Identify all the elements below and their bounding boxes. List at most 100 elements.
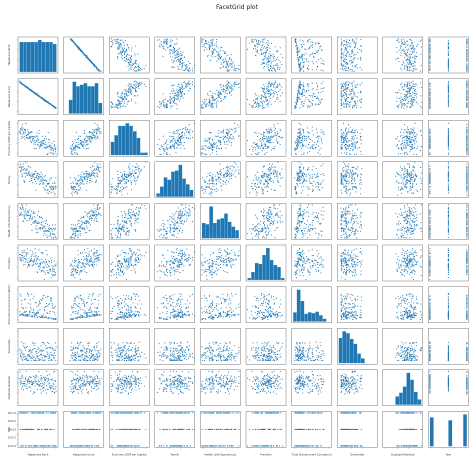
scatter-point	[137, 95, 139, 97]
scatter-point	[348, 60, 350, 63]
scatter-point	[266, 88, 268, 90]
scatter-point	[238, 135, 240, 137]
scatter-point	[78, 147, 80, 149]
scatter-point	[408, 144, 410, 146]
scatter-point	[341, 90, 343, 93]
scatter-point	[215, 44, 217, 46]
scatter-point	[112, 40, 114, 42]
scatter-point	[174, 142, 176, 144]
scatter-point	[411, 85, 413, 87]
scatter-point	[238, 86, 240, 88]
scatter-point	[92, 129, 94, 131]
scatter-point	[159, 103, 161, 105]
scatter-point	[404, 56, 406, 58]
scatter-point	[206, 153, 208, 155]
scatter-point	[211, 178, 213, 180]
scatter-point	[226, 179, 228, 181]
scatter-point	[410, 44, 412, 46]
scatter-point	[307, 143, 309, 146]
scatter-point	[260, 140, 262, 142]
scatter-point	[44, 100, 46, 102]
scatter-point	[341, 52, 343, 54]
scatter-point	[298, 63, 300, 65]
scatter-point	[353, 93, 355, 95]
scatter-point	[281, 168, 283, 170]
scatter-point	[413, 127, 415, 129]
scatter-point	[211, 104, 213, 106]
scatter-point	[78, 183, 80, 185]
scatter-point	[303, 86, 305, 88]
scatter-point	[357, 141, 359, 143]
scatter-point	[179, 89, 181, 91]
scatter-point	[181, 64, 183, 66]
scatter-point	[219, 49, 222, 51]
scatter-point	[413, 67, 415, 70]
scatter-point	[186, 65, 188, 67]
scatter-point	[345, 137, 347, 139]
scatter-point	[409, 66, 411, 68]
scatter-point	[405, 59, 407, 61]
scatter-point	[72, 188, 74, 191]
scatter-point	[28, 165, 30, 167]
scatter-point	[267, 69, 269, 71]
scatter-point	[344, 44, 346, 46]
scatter-point	[123, 105, 125, 107]
scatter-point	[71, 141, 73, 143]
scatter-point	[257, 43, 259, 45]
scatter-point	[209, 172, 211, 174]
scatter-point	[140, 67, 142, 70]
scatter-point	[315, 167, 317, 170]
scatter-point	[234, 85, 236, 88]
scatter-point	[343, 40, 345, 42]
scatter-point	[45, 100, 48, 102]
scatter-point	[447, 122, 449, 124]
scatter-point	[203, 179, 205, 181]
scatter-point	[123, 49, 125, 51]
scatter-point	[25, 161, 27, 163]
scatter-point	[117, 108, 119, 110]
scatter-point	[344, 40, 346, 42]
scatter-point	[351, 98, 353, 100]
scatter-point	[27, 131, 29, 133]
scatter-point	[406, 106, 408, 108]
scatter-point	[81, 178, 83, 180]
scatter-point	[128, 168, 130, 170]
scatter-point	[301, 54, 303, 56]
scatter-point	[226, 143, 228, 145]
scatter-point	[275, 138, 277, 140]
scatter-point	[412, 70, 414, 72]
scatter-point	[176, 147, 178, 149]
scatter-point	[224, 136, 227, 138]
scatter-point	[419, 70, 421, 72]
scatter-point	[266, 42, 268, 44]
scatter-point	[407, 44, 409, 46]
scatter-point	[345, 134, 347, 136]
scatter-point	[214, 188, 216, 191]
scatter-point	[235, 169, 237, 171]
scatter-point	[87, 177, 89, 179]
scatter-point	[429, 38, 431, 40]
scatter-point	[164, 148, 166, 150]
scatter-point	[263, 135, 265, 137]
scatter-point	[81, 179, 83, 182]
scatter-point	[279, 136, 281, 139]
scatter-point	[401, 82, 403, 84]
scatter-point	[275, 50, 277, 52]
scatter-point	[346, 140, 348, 142]
scatter-point	[412, 101, 414, 103]
scatter-point	[408, 54, 410, 56]
scatter-point	[39, 141, 41, 143]
panel-frame	[337, 36, 378, 74]
scatter-point	[466, 51, 468, 53]
scatter-point	[119, 107, 121, 109]
scatter-point	[267, 175, 269, 178]
scatter-point	[412, 50, 414, 52]
scatter-point	[226, 168, 228, 170]
scatter-point	[300, 142, 302, 144]
scatter-point	[322, 70, 324, 72]
scatter-point	[302, 105, 304, 107]
scatter-point	[172, 96, 174, 99]
scatter-point	[317, 145, 320, 147]
scatter-point	[217, 132, 219, 134]
scatter-point	[310, 95, 312, 97]
